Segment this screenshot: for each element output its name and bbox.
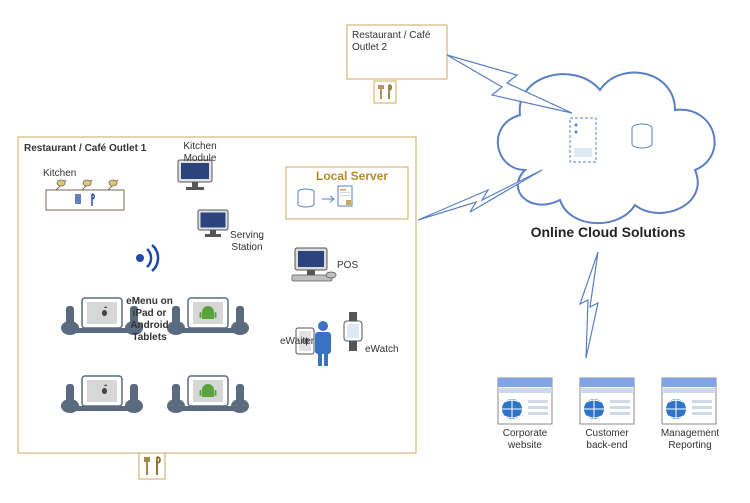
local-server-label: Local Server: [316, 169, 388, 183]
serving-station-label: Serving Station: [226, 230, 268, 254]
wifi-icon: [136, 245, 158, 271]
restaurant-icon: [374, 81, 396, 103]
browser-label-1: Customer back-end: [576, 428, 638, 452]
lightning-connector: [580, 252, 598, 358]
cloud-title: Online Cloud Solutions: [498, 224, 718, 241]
database-icon: [298, 189, 314, 207]
kitchen-label: Kitchen: [43, 168, 76, 180]
browser-label-2: Management Reporting: [655, 428, 725, 452]
pos-label: POS: [337, 260, 358, 272]
document-icon: [338, 186, 352, 206]
browser-label-0: Corporate website: [494, 428, 556, 452]
kitchen-module-label: Kitchen Module: [178, 141, 222, 165]
pos-icon: [292, 248, 336, 281]
ewaiter-label: eWaiter: [280, 336, 314, 348]
restaurant-icon: [139, 453, 165, 479]
outlet2-label: Restaurant / Café Outlet 2: [352, 30, 430, 54]
cloud-server-icon: [570, 118, 596, 162]
serving-station-icon: [198, 210, 228, 237]
kitchen-icon: [46, 180, 124, 210]
emenu-label: eMenu on iPad or Android Tablets: [122, 296, 177, 344]
cloud-database-icon: [632, 124, 652, 148]
ewatch-label: eWatch: [365, 344, 399, 356]
outlet1-label: Restaurant / Café Outlet 1: [24, 143, 146, 155]
link-arrow-icon: [322, 196, 334, 202]
ewatch-icon: [344, 312, 362, 351]
browser-icons-group: [498, 378, 716, 424]
